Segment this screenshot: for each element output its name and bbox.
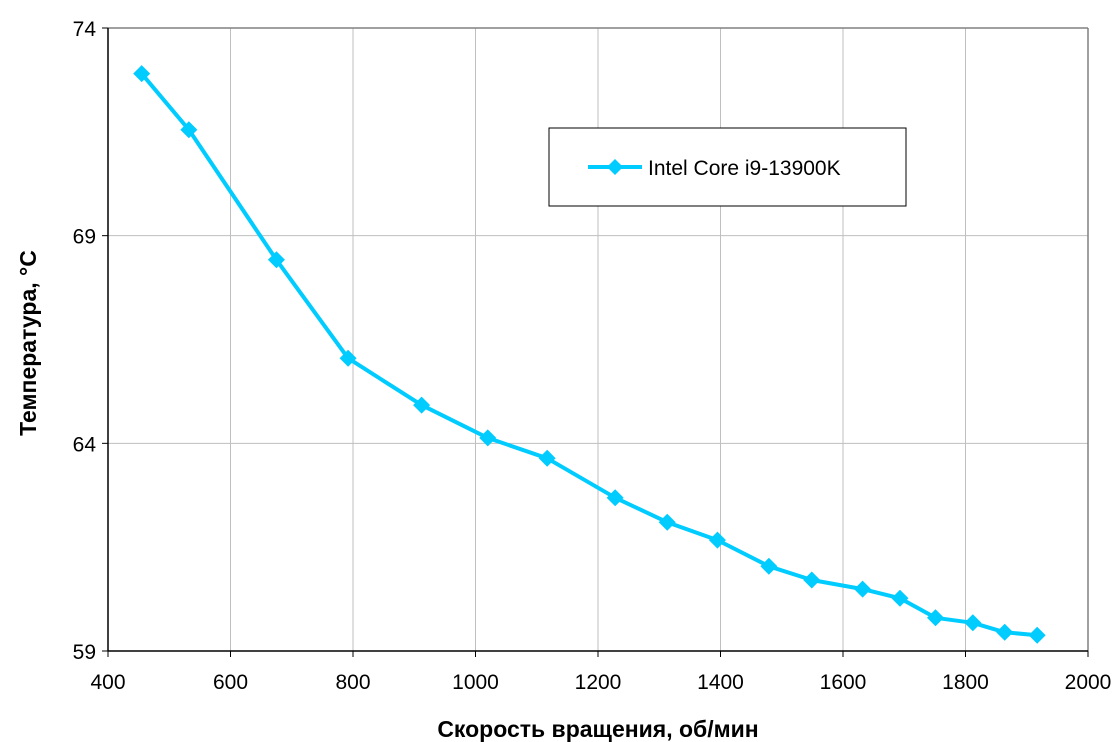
- data-point-marker: [891, 589, 909, 607]
- data-point-marker: [854, 580, 872, 598]
- legend-marker-sample: [607, 159, 623, 175]
- x-tick-label: 1800: [942, 671, 989, 694]
- x-tick-label: 1000: [452, 671, 499, 694]
- x-tick-label: 1200: [575, 671, 622, 694]
- data-point-marker: [926, 609, 944, 627]
- data-point-marker: [479, 429, 497, 447]
- data-point-marker: [413, 396, 431, 414]
- data-point-marker: [538, 449, 556, 467]
- x-tick-label: 2000: [1065, 671, 1112, 694]
- x-tick-label: 800: [335, 671, 370, 694]
- y-tick-label: 59: [73, 641, 96, 664]
- data-point-marker: [996, 623, 1014, 641]
- x-tick-label: 600: [213, 671, 248, 694]
- data-point-marker: [803, 571, 821, 589]
- data-point-marker: [964, 614, 982, 632]
- data-point-marker: [760, 557, 778, 575]
- y-axis-title: Температура, °С: [15, 250, 41, 436]
- y-tick-label: 64: [73, 433, 97, 456]
- y-tick-label: 74: [73, 18, 97, 41]
- data-point-marker: [180, 121, 198, 139]
- data-point-marker: [339, 349, 357, 367]
- x-tick-label: 1600: [820, 671, 867, 694]
- data-point-marker: [606, 489, 624, 507]
- legend: Intel Core i9-13900K: [548, 127, 907, 207]
- y-tick-label: 69: [73, 226, 96, 249]
- x-axis-tick-labels: 400 600 800 1000 1200 1400 1600 1800 2000: [90, 651, 1111, 694]
- legend-label: Intel Core i9-13900K: [648, 157, 841, 180]
- data-point-marker: [1028, 626, 1046, 644]
- data-point-marker: [708, 531, 726, 549]
- data-point-marker: [267, 251, 285, 269]
- x-axis-title: Скорость вращения, об/мин: [437, 716, 758, 742]
- series-layer: [133, 65, 1046, 644]
- y-axis-tick-labels: 59 64 69 74: [73, 18, 108, 664]
- x-tick-label: 400: [90, 671, 125, 694]
- x-tick-label: 1400: [697, 671, 744, 694]
- data-point-marker: [658, 513, 676, 531]
- data-point-marker: [133, 65, 151, 83]
